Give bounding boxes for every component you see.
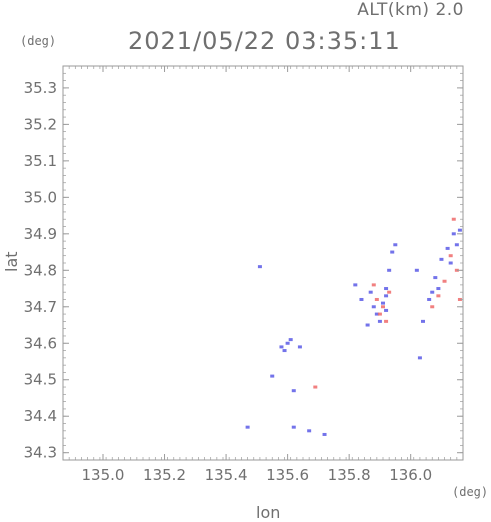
echo-point-approaching	[384, 287, 389, 291]
echo-point-approaching	[421, 319, 425, 323]
x-tick-label: 135.4	[205, 466, 248, 484]
echo-point-approaching	[270, 374, 275, 378]
echo-point-approaching	[384, 308, 389, 312]
y-tick-label: 34.5	[24, 371, 57, 389]
echo-point-receding	[457, 297, 462, 301]
echo-point-approaching	[374, 312, 379, 316]
echo-point-approaching	[322, 432, 327, 436]
echo-point-approaching	[291, 389, 296, 393]
echo-point-receding	[387, 290, 392, 294]
y-unit-label: (deg)	[20, 34, 57, 48]
echo-point-approaching	[414, 268, 419, 272]
x-axis-label: lon	[256, 503, 281, 522]
echo-point-approaching	[448, 261, 453, 265]
echo-point-approaching	[245, 425, 250, 429]
echo-point-receding	[384, 319, 389, 323]
echo-point-approaching	[353, 283, 358, 287]
echo-point-receding	[448, 254, 453, 258]
echo-point-approaching	[307, 429, 312, 433]
x-unit-label: (deg)	[452, 485, 489, 499]
echo-point-approaching	[451, 232, 456, 236]
echo-point-receding	[377, 312, 382, 316]
echo-point-approaching	[454, 243, 459, 247]
echo-point-approaching	[427, 297, 432, 301]
echo-point-approaching	[291, 425, 296, 429]
echo-point-receding	[442, 279, 447, 283]
echo-point-approaching	[439, 257, 444, 261]
echo-point-approaching	[359, 297, 364, 301]
echo-point-approaching	[257, 265, 262, 269]
echo-point-approaching	[288, 338, 293, 342]
plot-frame	[62, 65, 464, 461]
echo-point-approaching	[430, 290, 435, 294]
y-tick-label: 35.2	[24, 115, 57, 133]
echo-point-approaching	[390, 250, 395, 254]
echo-point-receding	[371, 283, 376, 287]
echo-point-receding	[436, 294, 441, 298]
echo-point-approaching	[384, 294, 389, 298]
echo-point-approaching	[377, 319, 382, 323]
y-tick-label: 35.3	[24, 79, 57, 97]
echo-point-approaching	[285, 341, 290, 345]
altitude-label: ALT(km) 2.0	[357, 0, 464, 20]
y-tick-label: 34.4	[24, 407, 57, 425]
y-axis-label: lat	[2, 251, 21, 272]
echo-point-approaching	[368, 290, 373, 294]
y-tick-label: 34.3	[24, 444, 57, 462]
x-tick-label: 135.2	[143, 466, 186, 484]
x-tick-label: 135.8	[328, 466, 371, 484]
echo-point-approaching	[282, 349, 287, 353]
y-tick-label: 34.8	[24, 261, 57, 279]
echo-point-approaching	[387, 268, 392, 272]
echo-point-approaching	[457, 228, 462, 232]
y-tick-label: 34.9	[24, 225, 57, 243]
y-tick-label: 35.0	[24, 188, 57, 206]
y-tick-label: 34.6	[24, 334, 57, 352]
echo-point-receding	[313, 385, 318, 389]
x-tick-label: 135.6	[266, 466, 309, 484]
y-tick-label: 35.1	[24, 152, 57, 170]
echo-point-receding	[454, 268, 459, 272]
echo-point-receding	[374, 297, 379, 301]
x-tick-label: 136.0	[389, 466, 432, 484]
echo-point-approaching	[297, 345, 302, 349]
chart-title-datetime: 2021/05/22 03:35:11	[128, 27, 401, 55]
echo-point-approaching	[445, 246, 450, 250]
echo-point-receding	[451, 217, 456, 221]
echo-point-approaching	[371, 305, 376, 309]
echo-point-receding	[381, 305, 385, 309]
echo-point-approaching	[433, 276, 438, 280]
echo-point-approaching	[365, 323, 370, 327]
echo-point-approaching	[417, 356, 422, 360]
echo-point-approaching	[279, 345, 284, 349]
echo-point-approaching	[381, 301, 385, 305]
echo-point-receding	[430, 305, 435, 309]
x-tick-label: 135.0	[82, 466, 125, 484]
echo-point-approaching	[436, 287, 441, 291]
echo-point-approaching	[393, 243, 398, 247]
y-tick-label: 34.7	[24, 298, 57, 316]
